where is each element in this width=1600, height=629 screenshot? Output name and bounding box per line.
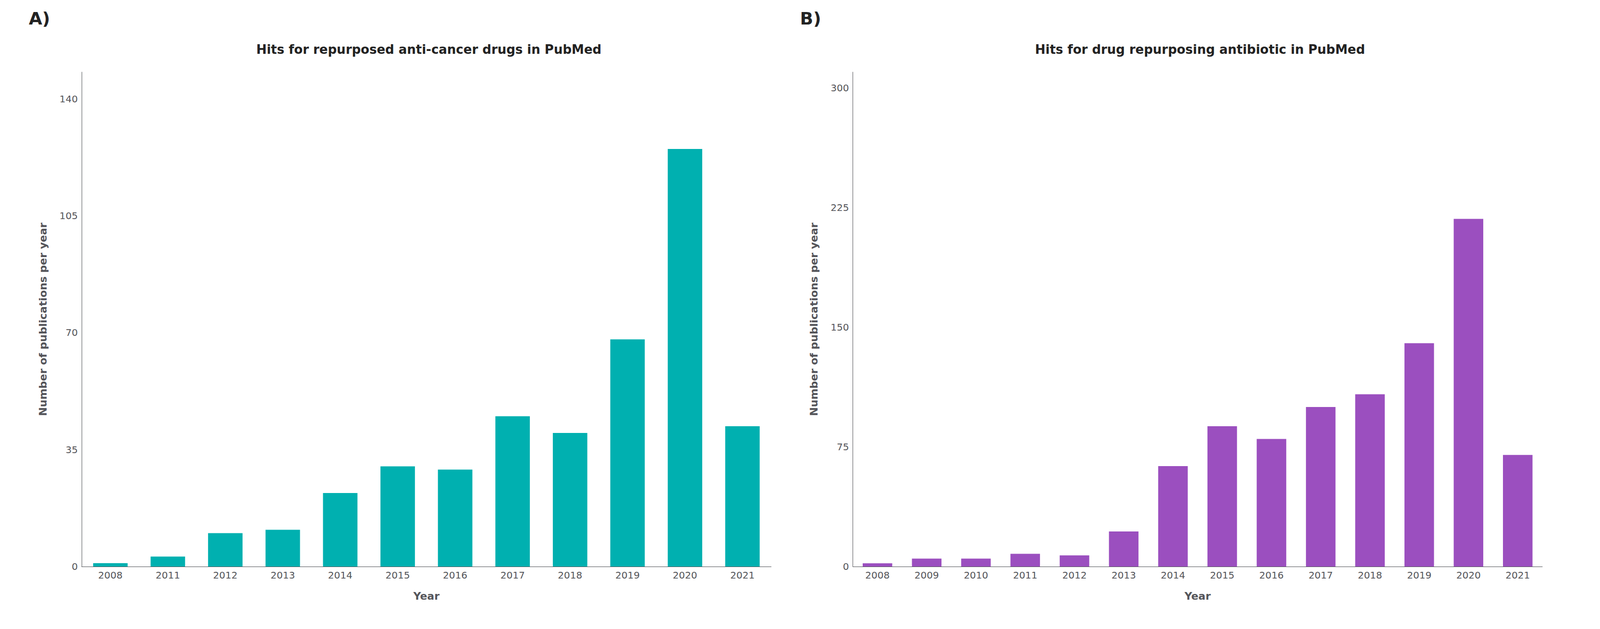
svg-text:Year: Year	[412, 589, 440, 602]
svg-text:Hits for drug repurposing anti: Hits for drug repurposing antibiotic in …	[1035, 42, 1366, 57]
svg-text:B): B)	[800, 8, 822, 29]
svg-text:2013: 2013	[1111, 569, 1136, 581]
svg-text:2014: 2014	[1160, 569, 1186, 581]
svg-text:2015: 2015	[1209, 569, 1235, 581]
svg-text:75: 75	[836, 440, 849, 453]
svg-text:2020: 2020	[1456, 569, 1481, 581]
svg-text:2015: 2015	[385, 569, 410, 581]
svg-text:105: 105	[59, 209, 78, 222]
svg-text:2016: 2016	[1259, 569, 1284, 581]
svg-text:2021: 2021	[1505, 569, 1530, 581]
svg-text:0: 0	[842, 560, 850, 573]
svg-text:2016: 2016	[442, 569, 468, 581]
svg-text:140: 140	[59, 93, 78, 105]
svg-text:35: 35	[65, 443, 78, 456]
svg-text:2009: 2009	[914, 569, 940, 581]
svg-text:2017: 2017	[1308, 569, 1333, 581]
svg-text:2012: 2012	[1062, 569, 1087, 581]
svg-text:Hits for repurposed anti-cance: Hits for repurposed anti-cancer drugs in…	[256, 42, 602, 57]
svg-text:2008: 2008	[865, 569, 890, 581]
svg-text:2019: 2019	[1406, 569, 1432, 581]
svg-text:0: 0	[71, 560, 78, 573]
svg-text:225: 225	[830, 201, 849, 214]
svg-text:2019: 2019	[615, 569, 640, 581]
svg-text:2018: 2018	[1357, 569, 1383, 581]
svg-text:2011: 2011	[155, 569, 181, 581]
svg-text:Year: Year	[1184, 589, 1211, 602]
svg-text:2013: 2013	[270, 569, 295, 581]
svg-text:Number of publications per yea: Number of publications per year	[807, 222, 820, 416]
svg-text:Number of publications per yea: Number of publications per year	[36, 222, 49, 416]
svg-text:A): A)	[28, 8, 50, 29]
svg-text:2020: 2020	[672, 569, 698, 581]
svg-text:150: 150	[830, 321, 849, 333]
svg-text:300: 300	[830, 82, 849, 94]
svg-text:2017: 2017	[500, 569, 526, 581]
svg-text:2008: 2008	[97, 569, 123, 581]
svg-text:2014: 2014	[328, 569, 353, 581]
svg-text:2012: 2012	[213, 569, 238, 581]
svg-text:2021: 2021	[730, 569, 755, 581]
svg-text:2011: 2011	[1013, 569, 1038, 581]
svg-text:2010: 2010	[963, 569, 989, 581]
svg-text:70: 70	[65, 326, 78, 339]
svg-text:2018: 2018	[557, 569, 583, 581]
